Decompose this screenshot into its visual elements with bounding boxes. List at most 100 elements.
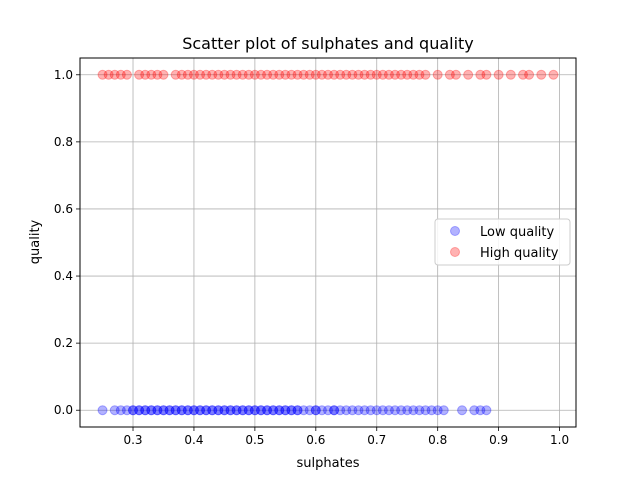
point-high-quality — [176, 69, 187, 80]
point-high-quality — [414, 69, 425, 80]
point-high-quality — [97, 69, 108, 80]
legend-marker-low-quality — [450, 226, 460, 236]
point-low-quality — [292, 405, 303, 416]
x-tick-label: 0.5 — [245, 433, 264, 447]
point-low-quality — [243, 405, 254, 416]
point-low-quality — [134, 405, 145, 416]
point-low-quality — [243, 405, 254, 416]
point-low-quality — [176, 405, 187, 416]
point-low-quality — [341, 405, 352, 416]
point-high-quality — [396, 69, 407, 80]
point-low-quality — [255, 405, 266, 416]
point-high-quality — [383, 69, 394, 80]
y-tick-label: 1.0 — [54, 68, 73, 82]
point-low-quality — [438, 405, 449, 416]
point-low-quality — [128, 405, 139, 416]
point-low-quality — [146, 405, 157, 416]
x-tick-label: 0.4 — [184, 433, 203, 447]
y-axis-label: quality — [28, 219, 43, 264]
point-low-quality — [249, 405, 260, 416]
point-low-quality — [249, 405, 260, 416]
point-high-quality — [493, 69, 504, 80]
point-low-quality — [420, 405, 431, 416]
point-high-quality — [359, 69, 370, 80]
point-low-quality — [262, 405, 273, 416]
y-tick-label: 0.0 — [54, 403, 73, 417]
point-low-quality — [225, 405, 236, 416]
point-high-quality — [219, 69, 230, 80]
legend-label-low-quality: Low quality — [480, 225, 555, 240]
point-high-quality — [463, 69, 474, 80]
data-points — [97, 69, 559, 416]
point-low-quality — [140, 405, 151, 416]
point-low-quality — [292, 405, 303, 416]
point-low-quality — [365, 405, 376, 416]
point-high-quality — [249, 69, 260, 80]
point-low-quality — [164, 405, 175, 416]
point-high-quality — [377, 69, 388, 80]
y-tick-label: 0.2 — [54, 336, 73, 350]
point-high-quality — [402, 69, 413, 80]
plot-area — [79, 57, 577, 428]
axis-ticks: 0.3 0.4 0.5 0.6 0.7 0.8 0.9 1.0 0.0 0.2 0.4 0.6 0.8 1… — [54, 68, 569, 447]
point-high-quality — [115, 69, 126, 80]
point-low-quality — [109, 405, 120, 416]
point-low-quality — [152, 405, 163, 416]
point-low-quality — [286, 405, 297, 416]
point-low-quality — [414, 405, 425, 416]
point-low-quality — [353, 405, 364, 416]
point-low-quality — [195, 405, 206, 416]
point-high-quality — [505, 69, 516, 80]
point-high-quality — [444, 69, 455, 80]
point-high-quality — [158, 69, 169, 80]
point-low-quality — [164, 405, 175, 416]
point-low-quality — [268, 405, 279, 416]
point-low-quality — [213, 405, 224, 416]
point-low-quality — [182, 405, 193, 416]
point-high-quality — [353, 69, 364, 80]
x-tick-label: 1.0 — [550, 433, 569, 447]
chart-title: Scatter plot of sulphates and quality — [182, 34, 474, 53]
point-high-quality — [408, 69, 419, 80]
point-high-quality — [213, 69, 224, 80]
point-low-quality — [426, 405, 437, 416]
point-low-quality — [408, 405, 419, 416]
legend-box — [434, 218, 571, 266]
point-low-quality — [329, 405, 340, 416]
point-high-quality — [347, 69, 358, 80]
point-high-quality — [341, 69, 352, 80]
point-low-quality — [359, 405, 370, 416]
point-high-quality — [103, 69, 114, 80]
point-high-quality — [255, 69, 266, 80]
point-high-quality — [335, 69, 346, 80]
point-high-quality — [262, 69, 273, 80]
point-low-quality — [134, 405, 145, 416]
x-axis-label: sulphates — [297, 456, 360, 471]
point-low-quality — [182, 405, 193, 416]
point-low-quality — [371, 405, 382, 416]
point-low-quality — [335, 405, 346, 416]
point-high-quality — [201, 69, 212, 80]
point-low-quality — [237, 405, 248, 416]
point-high-quality — [146, 69, 157, 80]
point-low-quality — [207, 405, 218, 416]
point-low-quality — [158, 405, 169, 416]
point-low-quality — [231, 405, 242, 416]
point-low-quality — [201, 405, 212, 416]
point-low-quality — [383, 405, 394, 416]
point-low-quality — [219, 405, 230, 416]
x-tick-label: 0.3 — [123, 433, 142, 447]
point-high-quality — [390, 69, 401, 80]
point-low-quality — [170, 405, 181, 416]
legend: Low quality High quality — [434, 218, 571, 266]
point-high-quality — [231, 69, 242, 80]
point-high-quality — [195, 69, 206, 80]
point-high-quality — [310, 69, 321, 80]
point-high-quality — [365, 69, 376, 80]
point-high-quality — [450, 69, 461, 80]
point-low-quality — [176, 405, 187, 416]
point-high-quality — [170, 69, 181, 80]
point-low-quality — [304, 405, 315, 416]
y-tick-label: 0.8 — [54, 135, 73, 149]
